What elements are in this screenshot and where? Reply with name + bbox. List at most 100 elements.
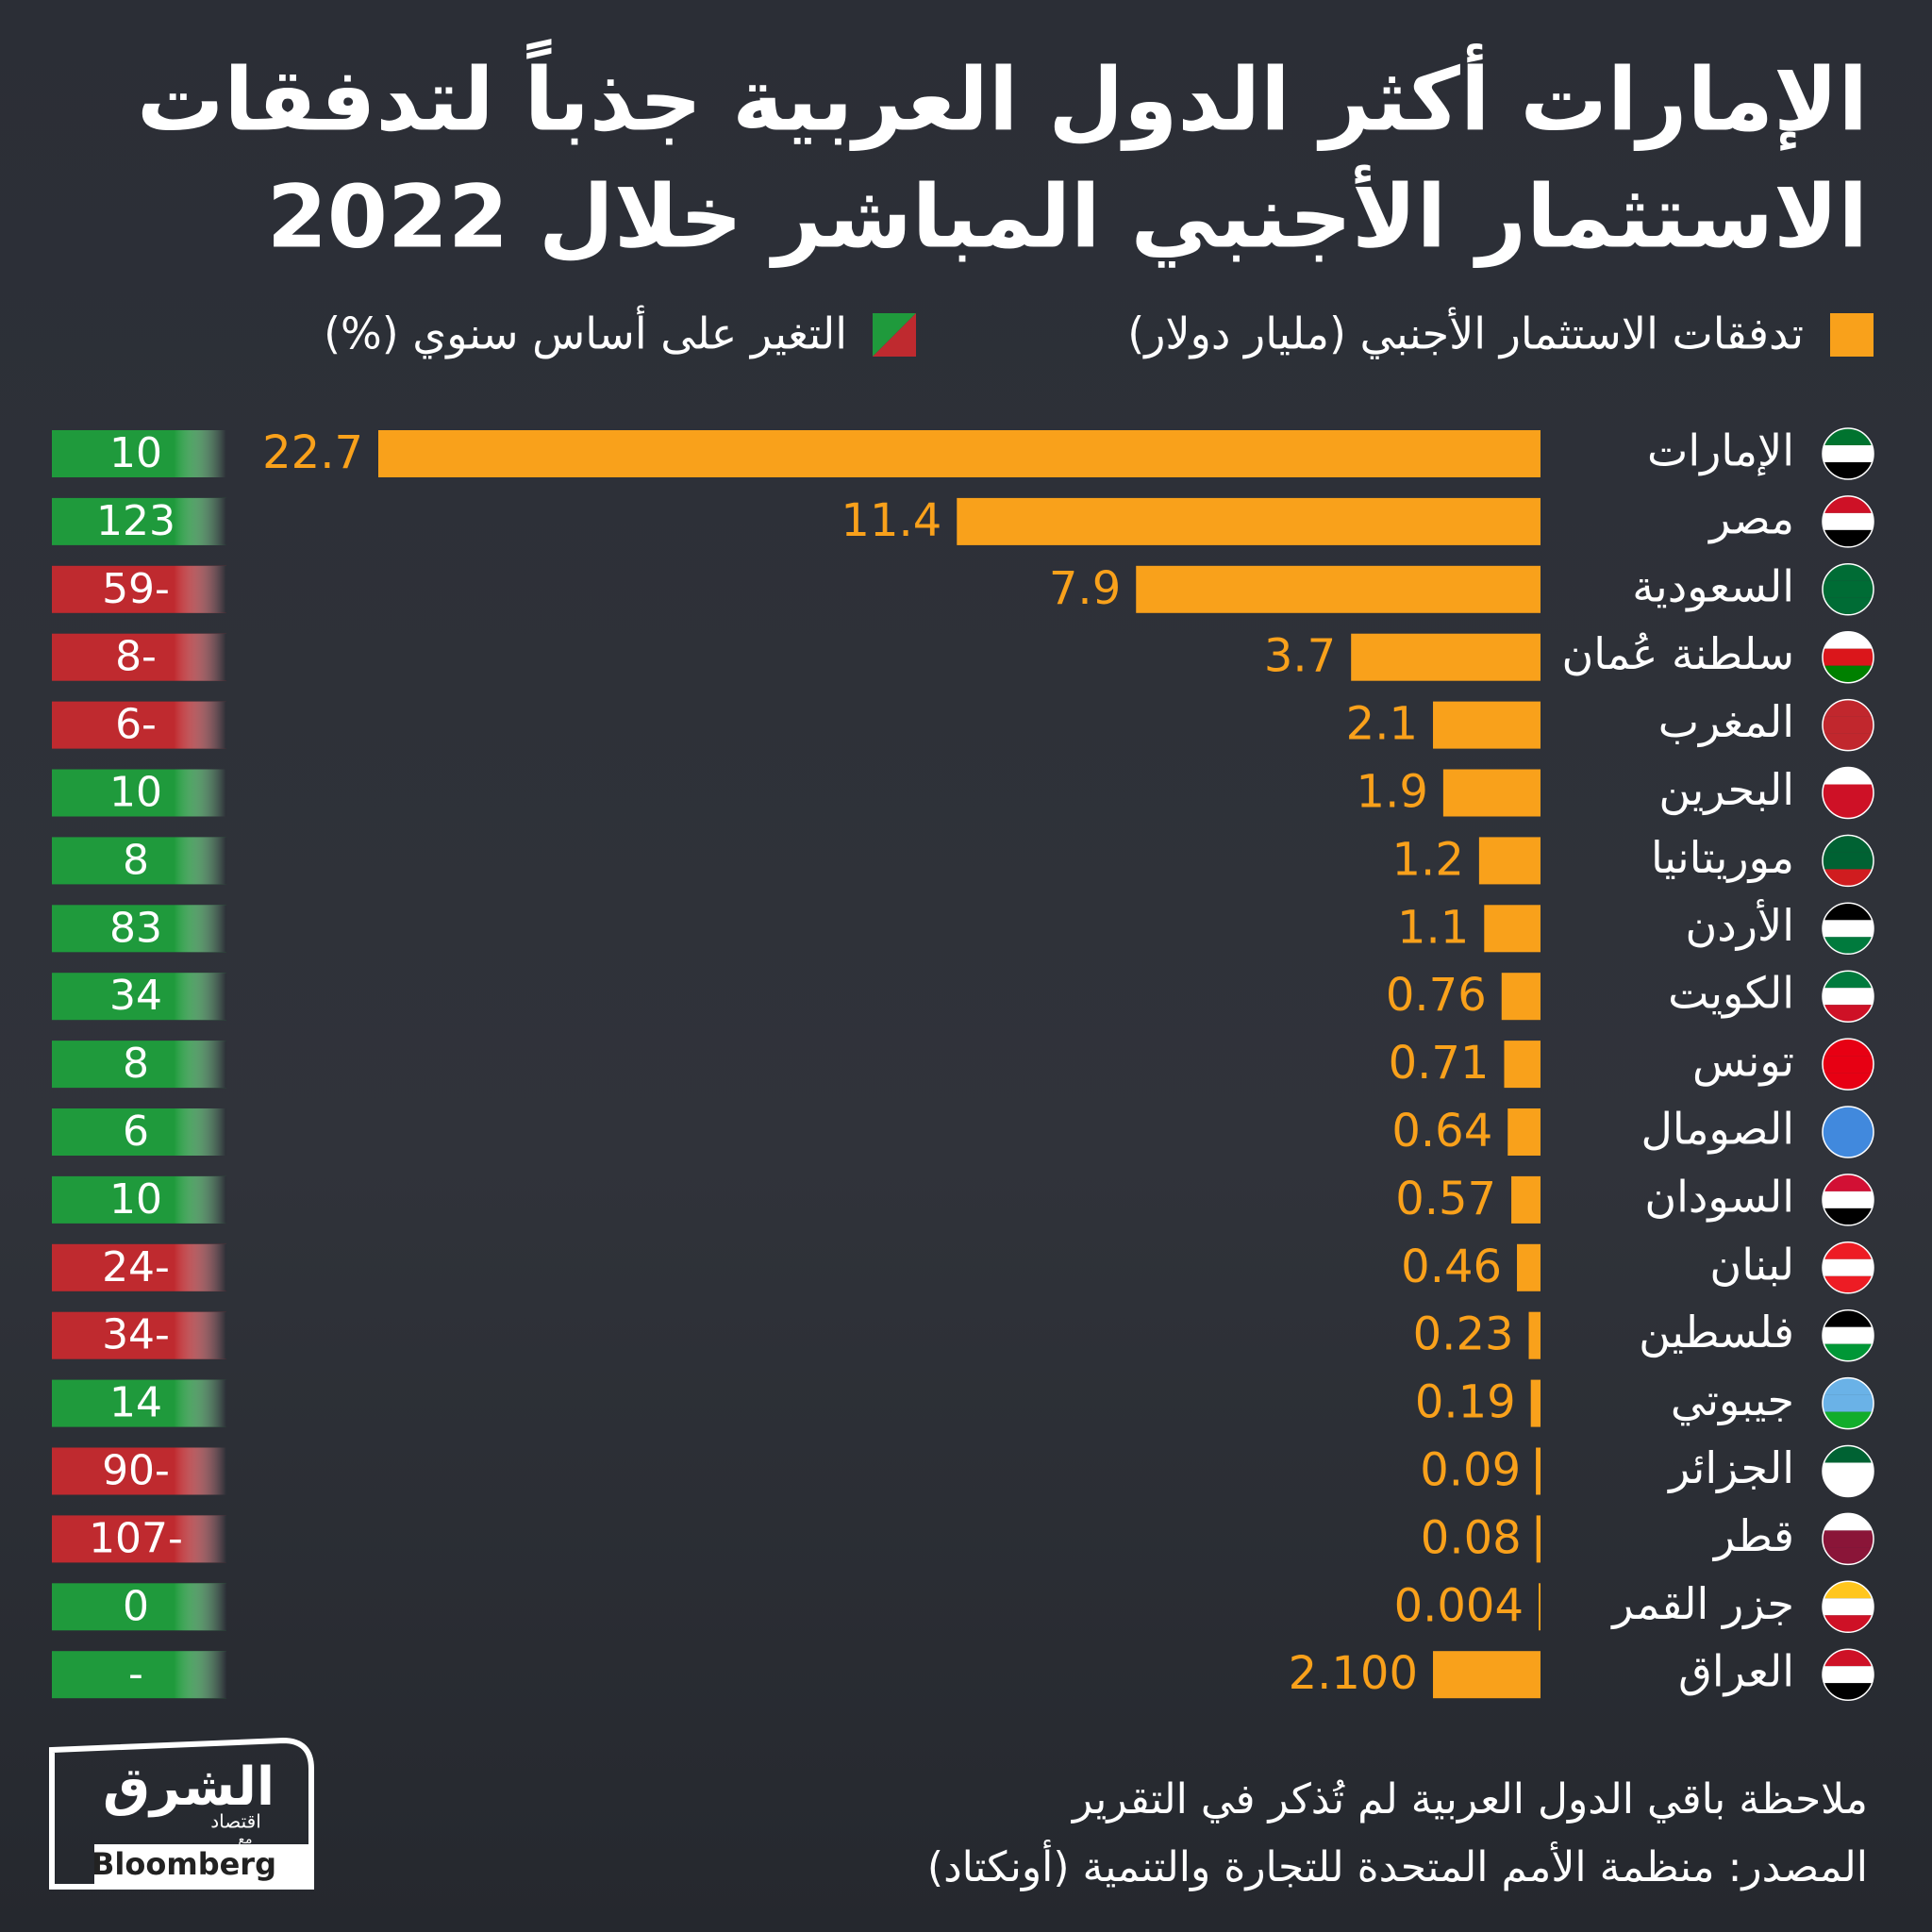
change-fade [52,430,226,477]
flag [1823,971,1874,1023]
value-label: 1.1 [1397,901,1469,954]
change-label: 14 [109,1379,162,1427]
flag-ring [1822,1038,1874,1091]
change-fade [52,1379,226,1427]
change-label: 83 [109,904,162,952]
category-label: سلطنة عُمان [1561,628,1794,679]
bar [1536,1515,1541,1563]
category-label: الصومال [1641,1104,1794,1156]
flag-stripe [1823,733,1874,751]
flag-ring [1822,630,1874,684]
change-fade [52,633,226,681]
value-label: 22.7 [262,426,363,479]
flag-ring [1822,1241,1874,1294]
bar [1478,837,1541,885]
flag [1823,835,1874,887]
flag-stripe [1823,1191,1874,1208]
change-fade [52,1108,226,1156]
flag-stripe [1823,1683,1874,1701]
flag-stripe [1823,937,1874,955]
flag-stripe [1823,1005,1874,1023]
flag-stripe [1823,716,1874,734]
category-label: جزر القمر [1610,1578,1794,1630]
change-label: 0 [123,1582,149,1630]
flag-stripe [1823,445,1874,462]
chart-title: الإمارات أكثر الدول العربية جذباً لتدفقا… [137,39,1868,151]
flag [1823,1581,1874,1633]
category-label: الأردن [1686,898,1795,951]
bar [1528,1311,1541,1359]
bar [1501,973,1541,1021]
bar [1504,1041,1541,1089]
flag [1823,1174,1874,1225]
category-label: قطر [1712,1510,1794,1562]
flag-stripe [1823,1124,1874,1141]
value-label: 0.09 [1420,1444,1521,1497]
flag [1823,699,1874,751]
flag-stripe [1823,1547,1874,1565]
flag-stripe [1823,1141,1874,1158]
flag-ring [1822,902,1874,956]
flag [1823,428,1874,479]
logo-band [94,1844,311,1887]
flag-stripe [1823,1309,1874,1327]
value-label: 0.23 [1413,1308,1514,1361]
change-label: 123 [96,497,175,545]
flag-stripe [1823,1411,1874,1429]
logo-name: الشرق [103,1757,275,1818]
value-label: 0.71 [1389,1037,1490,1090]
flag-stripe [1823,1513,1874,1531]
value-label: 0.19 [1415,1376,1516,1429]
flag-stripe [1823,631,1874,649]
change-fade [52,1447,226,1495]
value-label: 0.57 [1395,1173,1496,1225]
category-label: العراق [1678,1646,1794,1698]
flag-stripe [1823,462,1874,479]
flag [1823,1309,1874,1361]
flag [1823,631,1874,683]
flag-stripe [1823,1326,1874,1344]
change-fade [52,769,226,817]
value-label: 0.004 [1394,1579,1524,1632]
category-label: الجزائر [1667,1442,1794,1494]
flag-stripe [1823,1649,1874,1667]
flag-ring [1822,1580,1874,1634]
flag-ring [1822,495,1874,548]
flag-ring [1822,1376,1874,1430]
legend-label: التغير على أساس سنوي (%) [324,306,847,360]
bar [957,497,1541,545]
flag-stripe [1823,428,1874,445]
flag-ring [1822,427,1874,480]
flag [1823,563,1874,615]
change-fade [52,1515,226,1563]
flag-stripe [1823,852,1874,870]
flag-ring [1822,1174,1874,1226]
change-fade [52,837,226,885]
flag-stripe [1823,597,1874,615]
flag-stripe [1823,1445,1874,1463]
change-label: 10 [109,429,162,477]
flag-stripe [1823,1073,1874,1091]
change-label: 8 [123,1040,149,1088]
flag [1823,1445,1874,1497]
flag-stripe [1823,1174,1874,1191]
legend-swatch [1830,313,1874,357]
change-label: 34 [109,972,162,1020]
change-label: 8 [123,836,149,884]
logo-sub: اقتصاد [210,1810,261,1833]
category-label: السعودية [1632,560,1794,612]
flag-stripe [1823,920,1874,938]
change-fade [52,1041,226,1089]
change-fade [52,565,226,613]
flag [1823,1513,1874,1565]
flag-ring [1822,834,1874,888]
value-label: 0.08 [1421,1511,1522,1564]
flag-stripe [1823,1056,1874,1074]
category-label: البحرين [1658,764,1794,816]
change-label: 10 [109,1175,162,1224]
change-label: 6- [115,701,157,749]
flag-stripe [1823,1039,1874,1057]
change-label: 90- [102,1447,170,1495]
